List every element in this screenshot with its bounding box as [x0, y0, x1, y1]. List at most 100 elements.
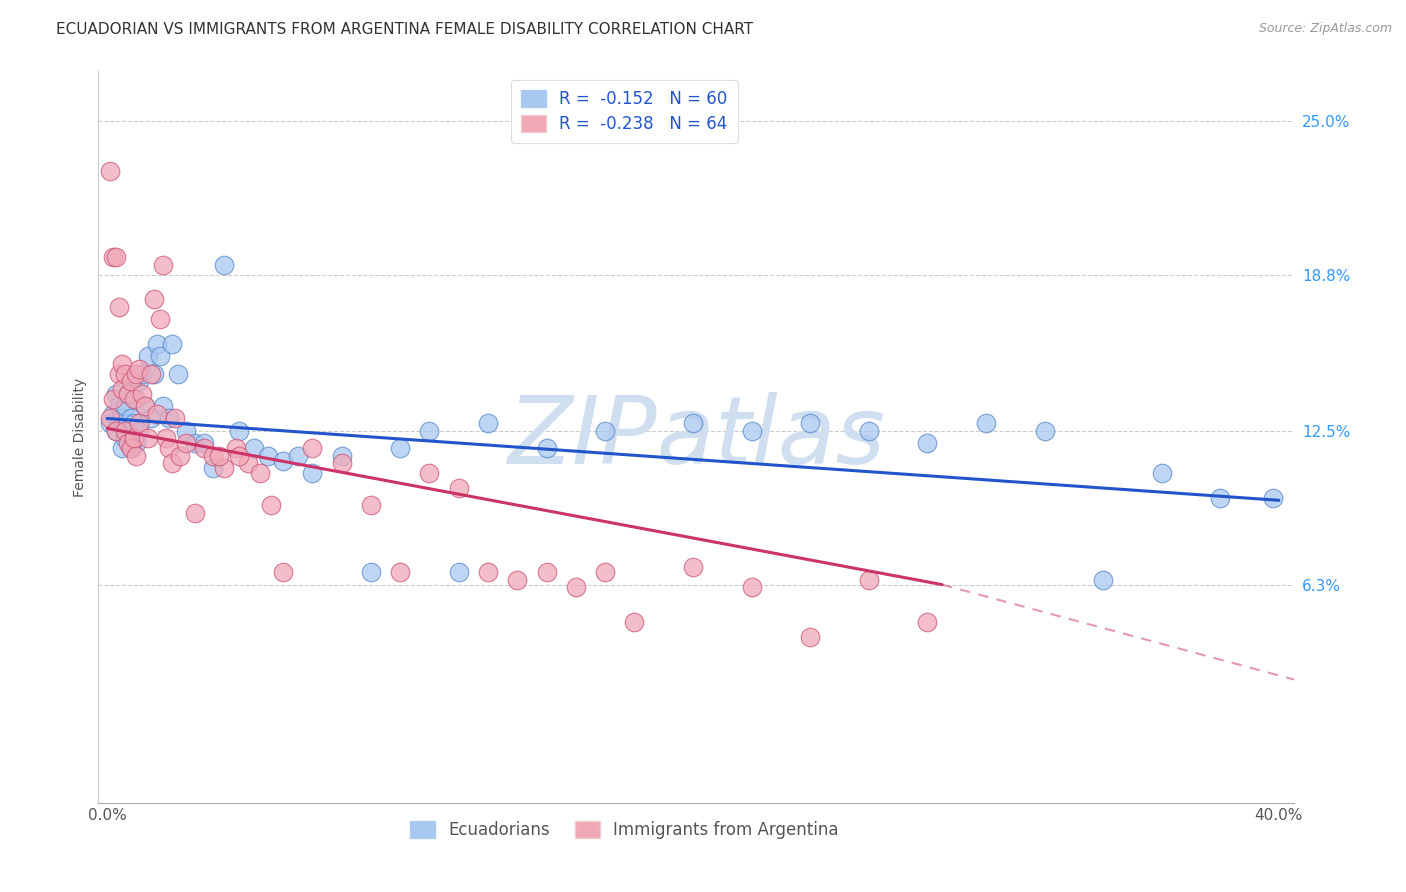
- Point: [301, 466, 323, 480]
- Point: [447, 565, 470, 579]
- Point: [136, 431, 159, 445]
- Point: [101, 250, 124, 264]
- Y-axis label: Female Disability: Female Disability: [73, 377, 87, 497]
- Point: [149, 312, 172, 326]
- Point: [741, 424, 763, 438]
- Point: [260, 498, 283, 512]
- Point: [1150, 466, 1173, 480]
- Point: [193, 436, 215, 450]
- Point: [117, 436, 139, 450]
- Point: [565, 580, 588, 594]
- Point: [149, 350, 172, 364]
- Point: [125, 449, 148, 463]
- Point: [141, 411, 163, 425]
- Point: [101, 407, 124, 421]
- Point: [125, 392, 148, 406]
- Point: [1092, 573, 1115, 587]
- Point: [593, 565, 616, 579]
- Point: [111, 411, 134, 425]
- Point: [741, 580, 763, 594]
- Point: [122, 392, 145, 406]
- Point: [228, 449, 250, 463]
- Point: [141, 367, 163, 381]
- Legend: Ecuadorians, Immigrants from Argentina: Ecuadorians, Immigrants from Argentina: [404, 814, 845, 846]
- Point: [799, 417, 821, 431]
- Point: [858, 424, 880, 438]
- Point: [184, 436, 207, 450]
- Point: [128, 417, 150, 431]
- Point: [193, 442, 215, 456]
- Point: [228, 424, 250, 438]
- Point: [120, 442, 142, 456]
- Point: [166, 367, 188, 381]
- Point: [143, 293, 166, 307]
- Point: [105, 250, 127, 264]
- Point: [114, 424, 136, 438]
- Point: [330, 449, 353, 463]
- Point: [157, 411, 180, 425]
- Point: [105, 424, 127, 438]
- Point: [330, 456, 353, 470]
- Point: [858, 573, 880, 587]
- Point: [536, 442, 558, 456]
- Point: [249, 466, 271, 480]
- Point: [117, 386, 139, 401]
- Point: [447, 481, 470, 495]
- Point: [111, 357, 134, 371]
- Point: [682, 417, 704, 431]
- Point: [418, 424, 440, 438]
- Point: [160, 337, 183, 351]
- Point: [257, 449, 280, 463]
- Point: [682, 560, 704, 574]
- Point: [155, 431, 177, 445]
- Point: [917, 436, 939, 450]
- Point: [134, 399, 156, 413]
- Point: [1033, 424, 1056, 438]
- Point: [122, 431, 145, 445]
- Point: [271, 565, 294, 579]
- Point: [974, 417, 997, 431]
- Text: Source: ZipAtlas.com: Source: ZipAtlas.com: [1258, 22, 1392, 36]
- Point: [108, 417, 131, 431]
- Point: [169, 449, 191, 463]
- Point: [108, 399, 131, 413]
- Point: [174, 436, 197, 450]
- Text: ZIPatlas: ZIPatlas: [508, 392, 884, 483]
- Point: [111, 382, 134, 396]
- Point: [114, 367, 136, 381]
- Point: [184, 506, 207, 520]
- Point: [146, 407, 169, 421]
- Point: [1261, 491, 1284, 505]
- Point: [389, 442, 412, 456]
- Point: [242, 442, 264, 456]
- Point: [152, 399, 174, 413]
- Point: [146, 337, 169, 351]
- Point: [506, 573, 529, 587]
- Point: [389, 565, 412, 579]
- Point: [136, 350, 159, 364]
- Point: [477, 417, 499, 431]
- Point: [225, 442, 247, 456]
- Point: [207, 449, 229, 463]
- Text: ECUADORIAN VS IMMIGRANTS FROM ARGENTINA FEMALE DISABILITY CORRELATION CHART: ECUADORIAN VS IMMIGRANTS FROM ARGENTINA …: [56, 22, 754, 37]
- Point: [143, 367, 166, 381]
- Point: [593, 424, 616, 438]
- Point: [128, 424, 150, 438]
- Point: [360, 565, 382, 579]
- Point: [98, 411, 121, 425]
- Point: [105, 386, 127, 401]
- Point: [301, 442, 323, 456]
- Point: [122, 417, 145, 431]
- Point: [117, 386, 139, 401]
- Point: [214, 461, 236, 475]
- Point: [477, 565, 499, 579]
- Point: [134, 399, 156, 413]
- Point: [160, 456, 183, 470]
- Point: [125, 436, 148, 450]
- Point: [271, 453, 294, 467]
- Point: [98, 417, 121, 431]
- Point: [108, 300, 131, 314]
- Point: [174, 424, 197, 438]
- Point: [117, 424, 139, 438]
- Point: [201, 461, 224, 475]
